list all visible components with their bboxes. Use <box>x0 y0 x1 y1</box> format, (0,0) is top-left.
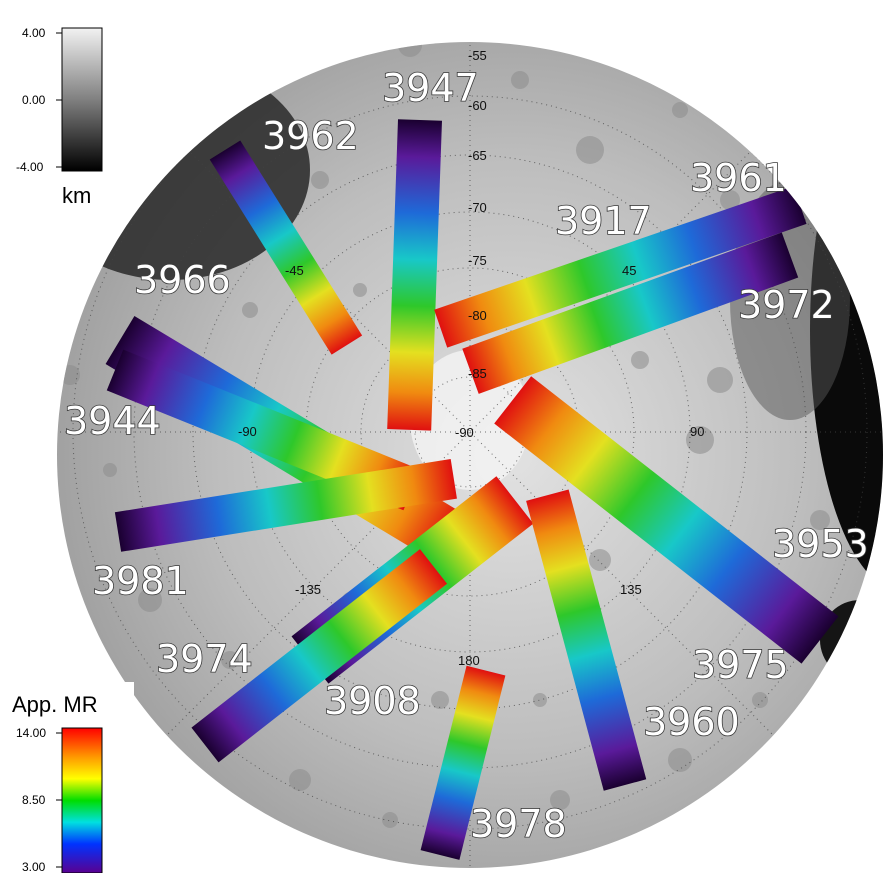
orbit-label-3962: 3962 <box>262 114 359 158</box>
orbit-label-3917: 3917 <box>555 199 652 243</box>
swath-3960 <box>526 489 647 791</box>
lon-label: -45 <box>285 263 304 278</box>
orbit-label-3960: 3960 <box>643 700 740 744</box>
lat-label: -75 <box>468 253 487 268</box>
lat-label: -70 <box>468 200 487 215</box>
mr-tick-label: 3.00 <box>22 860 46 873</box>
mr-legend-title: App. MR <box>12 692 98 717</box>
orbit-label-3953: 3953 <box>772 522 869 566</box>
lon-label: 90 <box>690 424 704 439</box>
longitude-grid <box>57 42 883 868</box>
orbit-label-3947: 3947 <box>382 66 479 110</box>
lat-label: -85 <box>468 366 487 381</box>
swath-3974 <box>191 549 448 763</box>
swath-3981 <box>114 459 457 552</box>
elevation-colorbar <box>61 27 103 172</box>
mr-tick-label: 14.00 <box>16 726 46 740</box>
mr-tick-label: 8.50 <box>22 793 46 807</box>
elevation-tick-label: -4.00 <box>16 160 44 174</box>
lat-label: -80 <box>468 308 487 323</box>
orbit-label-3966: 3966 <box>134 258 231 302</box>
orbit-label-3978: 3978 <box>470 802 567 846</box>
orbit-label-3975: 3975 <box>692 643 789 687</box>
orbit-label-3908: 3908 <box>324 679 421 723</box>
elevation-tick-label: 0.00 <box>22 93 46 107</box>
lat-label: -55 <box>468 48 487 63</box>
longitude-labels: -45 45 -90 90 -135 135 180 <box>238 263 704 668</box>
lat-label: -65 <box>468 148 487 163</box>
swath-3947 <box>387 119 442 431</box>
swath-3944 <box>106 349 420 511</box>
mr-colorbar <box>61 727 103 873</box>
elevation-unit-label: km <box>62 183 91 208</box>
swaths <box>105 119 839 860</box>
swath-3978 <box>420 665 506 860</box>
swath-3953 <box>494 376 839 664</box>
orbit-label-3974: 3974 <box>156 637 253 681</box>
orbit-label-3944: 3944 <box>64 399 161 443</box>
swath-3961 <box>434 186 807 348</box>
mr-legend: App. MR 14.00 8.50 3.00 <box>8 682 134 873</box>
elevation-tick-label: 4.00 <box>22 26 46 40</box>
lon-label: 45 <box>622 263 636 278</box>
lat-label: -90 <box>455 425 474 440</box>
elevation-legend: 4.00 0.00 -4.00 km <box>16 26 104 210</box>
lon-label: -90 <box>238 424 257 439</box>
latitude-labels: -55 -60 -65 -70 -75 -80 -85 -90 <box>455 48 487 440</box>
lon-label: -135 <box>295 582 321 597</box>
lon-label: 180 <box>458 653 480 668</box>
orbit-label-3981: 3981 <box>92 559 189 603</box>
lat-label: -60 <box>468 98 487 113</box>
lon-label: 135 <box>620 582 642 597</box>
orbit-label-3972: 3972 <box>738 283 835 327</box>
swath-3972 <box>462 232 799 394</box>
orbit-labels: 3947 3962 3961 3917 3966 3972 3944 3953 … <box>63 65 869 847</box>
swath-3962 <box>209 140 363 355</box>
orbit-label-3961: 3961 <box>690 156 787 200</box>
